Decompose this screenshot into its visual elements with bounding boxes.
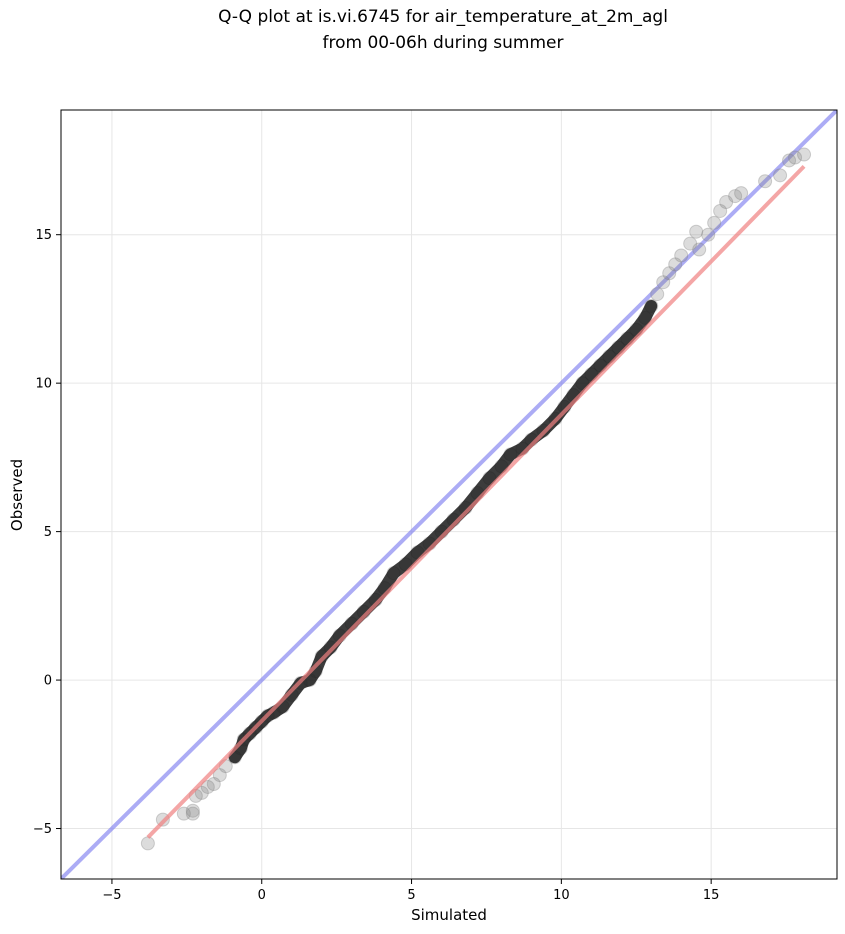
y-tick-label-0: −5 (33, 822, 52, 837)
y-axis-ticks: −5 0 5 10 15 (33, 228, 61, 837)
data-point-2 (176, 806, 191, 821)
data-point-75 (797, 147, 812, 162)
y-tick-label-2: 5 (44, 525, 52, 540)
data-point-61 (674, 248, 689, 263)
chart-title-line1: Q-Q plot at is.vi.6745 for air_temperatu… (218, 7, 668, 27)
y-tick-label-4: 15 (35, 228, 52, 243)
data-point-57 (650, 287, 665, 302)
data-point-0 (140, 836, 155, 851)
data-point-74 (788, 150, 803, 165)
data-point-60 (668, 257, 683, 272)
data-point-65 (701, 227, 716, 242)
fit-line (146, 165, 806, 839)
chart-title-line2: from 00-06h during summer (323, 33, 564, 53)
x-tick-label-2: 5 (407, 888, 415, 903)
data-point-7 (200, 779, 215, 794)
y-axis-label: Observed (8, 459, 26, 531)
x-axis-ticks: −5 0 5 10 15 (102, 879, 719, 903)
data-point-58 (656, 275, 671, 290)
grid-lines (61, 110, 837, 879)
data-point-67 (713, 203, 728, 218)
data-point-73 (782, 153, 797, 168)
x-tick-label-4: 15 (703, 888, 720, 903)
data-point-9 (212, 768, 227, 783)
x-tick-label-3: 10 (553, 888, 570, 903)
y-tick-label-3: 10 (35, 377, 52, 392)
x-tick-label-0: −5 (102, 888, 121, 903)
data-point-64 (692, 242, 707, 257)
identity-line (61, 110, 837, 879)
data-point-6 (194, 785, 209, 800)
data-point-62 (683, 236, 698, 251)
data-point-71 (758, 174, 773, 189)
plot-frame (60, 109, 838, 880)
data-point-3 (185, 806, 200, 821)
data-point-4 (185, 803, 200, 818)
x-axis-label: Simulated (411, 906, 487, 924)
dense-core-band (228, 300, 658, 764)
data-point-59 (662, 266, 677, 281)
data-point-68 (719, 195, 734, 210)
x-tick-label-1: 0 (258, 888, 266, 903)
data-point-63 (689, 224, 704, 239)
data-point-69 (728, 189, 743, 204)
y-tick-label-1: 0 (44, 674, 52, 689)
data-point-72 (773, 168, 788, 183)
data-point-70 (734, 186, 749, 201)
data-point-66 (707, 215, 722, 230)
data-point-8 (206, 776, 221, 791)
